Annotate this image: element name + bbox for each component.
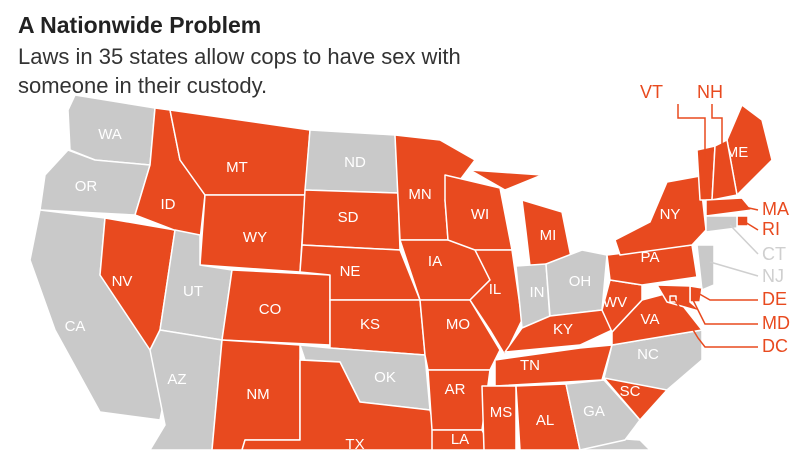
state-label: SC xyxy=(620,383,641,400)
state-shape xyxy=(149,329,223,450)
state-label: MT xyxy=(226,159,248,176)
state-label: OH xyxy=(569,273,592,290)
state-shape xyxy=(469,169,543,191)
state-label: VT xyxy=(640,82,663,102)
state-label: UT xyxy=(183,283,203,300)
state-shape xyxy=(481,385,517,450)
state-label: WI xyxy=(471,206,489,223)
state-label: MN xyxy=(408,186,431,203)
state-label: KY xyxy=(553,321,573,338)
state-label: NE xyxy=(340,263,361,280)
state-shape xyxy=(705,215,738,233)
title: A Nationwide Problem xyxy=(18,12,262,38)
state-label: AR xyxy=(445,381,466,398)
state-label: NH xyxy=(697,82,723,102)
leader-line xyxy=(744,221,759,231)
state-label: AL xyxy=(536,412,554,429)
state-label: IN xyxy=(530,284,545,301)
leader-line xyxy=(692,299,758,325)
state-label: MA xyxy=(762,199,789,219)
state-shape xyxy=(545,249,608,317)
state-shape xyxy=(515,383,581,450)
state-label: OK xyxy=(374,369,396,386)
state-shape xyxy=(736,215,749,227)
state-label: ME xyxy=(726,144,749,161)
state-shape xyxy=(696,244,715,291)
state-label: NY xyxy=(660,206,681,223)
state-label: TX xyxy=(345,436,364,450)
state-label: RI xyxy=(762,219,780,239)
state-label: CO xyxy=(259,301,282,318)
state-label: MO xyxy=(446,316,470,333)
state-label: ND xyxy=(344,154,366,171)
state-label: SD xyxy=(338,209,359,226)
state-label: NC xyxy=(637,346,659,363)
state-label: ID xyxy=(161,196,176,213)
leader-line xyxy=(711,104,723,165)
states: WA OR CA NV ID MT WY UT AZ CO NM ND SD NE KS OK TX MN IA MO… xyxy=(29,82,790,450)
leader-line xyxy=(674,299,758,348)
state-shape xyxy=(241,359,441,450)
state-label: CA xyxy=(65,318,86,335)
state-label: OR xyxy=(75,178,98,195)
leader-line xyxy=(739,205,759,211)
state-shape xyxy=(601,279,643,333)
state-label: TN xyxy=(520,357,540,374)
leader-line xyxy=(709,261,759,277)
state-label: KS xyxy=(360,316,380,333)
state-label: NM xyxy=(246,386,269,403)
state-label: PA xyxy=(641,249,660,266)
state-shape xyxy=(469,249,523,356)
state-shape xyxy=(705,197,753,217)
state-shape xyxy=(711,139,738,201)
leader-line xyxy=(695,291,758,301)
state-shape xyxy=(565,379,641,450)
state-label: LA xyxy=(451,431,469,448)
state-label: GA xyxy=(583,403,605,420)
leader-line xyxy=(677,104,706,160)
state-label: MS xyxy=(490,404,513,421)
state-shape xyxy=(614,175,707,256)
state-label: DE xyxy=(762,289,787,309)
state-label: WA xyxy=(98,126,122,143)
subtitle: Laws in 35 states allow cops to have sex… xyxy=(18,44,461,98)
leader-line xyxy=(729,224,759,255)
state-label: DC xyxy=(762,336,788,356)
state-label: IA xyxy=(428,253,442,270)
state-label: NV xyxy=(112,273,133,290)
state-label: MD xyxy=(762,313,790,333)
state-label: WY xyxy=(243,229,267,246)
state-label: MI xyxy=(540,227,557,244)
state-shape xyxy=(427,369,491,431)
state-label: WV xyxy=(603,294,627,311)
state-label: IL xyxy=(489,281,502,298)
state-label: NJ xyxy=(762,266,784,286)
state-label: AZ xyxy=(167,371,186,388)
state-label: VA xyxy=(641,311,660,328)
state-shape xyxy=(431,429,493,450)
state-label: CT xyxy=(762,244,786,264)
